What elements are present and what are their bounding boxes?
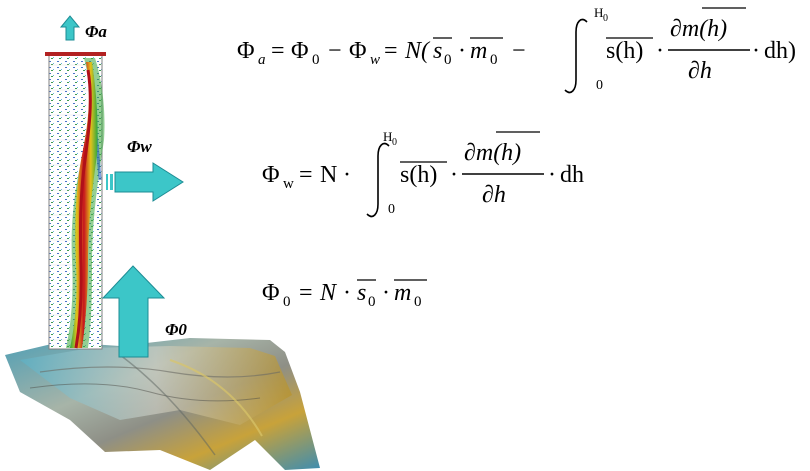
svg-text:0: 0: [596, 78, 603, 93]
svg-text:H: H: [594, 5, 603, 20]
right-arrow-icon: [106, 162, 184, 202]
svg-text:=: =: [299, 280, 313, 306]
svg-text:0: 0: [368, 294, 376, 310]
svg-text:0: 0: [490, 52, 498, 68]
svg-text:0: 0: [392, 137, 397, 148]
svg-text:s: s: [357, 280, 366, 306]
svg-text:·: ·: [548, 162, 556, 188]
svg-text:Φ: Φ: [262, 162, 280, 188]
svg-text:dh): dh): [764, 38, 796, 64]
svg-text:w: w: [283, 176, 294, 192]
equation-phi-a: Φ a = Φ 0 − Φ w = N( s 0 · m 0 − H 0 0 s…: [237, 5, 796, 94]
svg-text:dh: dh: [560, 162, 584, 188]
seabed-terrain: [5, 338, 320, 470]
equation-phi-0: Φ 0 = N · s 0 · m 0: [262, 279, 427, 310]
svg-text:m: m: [394, 280, 411, 306]
svg-text:·: ·: [343, 162, 351, 188]
svg-text:w: w: [370, 52, 380, 68]
svg-text:m: m: [470, 38, 487, 64]
svg-text:a: a: [258, 52, 266, 68]
svg-text:=: =: [299, 162, 313, 188]
equation-phi-w: Φ w = N · H 0 0 s(h) · ∂m(h) ∂h · dh: [262, 129, 584, 218]
phi-a-label: Φa: [85, 22, 107, 41]
svg-text:N: N: [319, 280, 338, 306]
svg-text:∂m(h): ∂m(h): [670, 16, 727, 42]
phi-w-label: Φw: [127, 137, 152, 156]
svg-text:·: ·: [450, 162, 458, 188]
svg-text:·: ·: [382, 280, 390, 306]
svg-text:0: 0: [603, 13, 608, 24]
svg-text:∂m(h): ∂m(h): [464, 140, 521, 166]
svg-text:∂h: ∂h: [482, 182, 506, 208]
svg-text:s(h): s(h): [400, 162, 437, 188]
svg-text:Φ: Φ: [262, 280, 280, 306]
svg-text:−: −: [512, 38, 526, 64]
up-arrow-icon: [101, 265, 166, 358]
svg-text:·: ·: [458, 38, 466, 64]
svg-text:0: 0: [312, 52, 320, 68]
svg-text:·: ·: [752, 38, 760, 64]
svg-text:∂h: ∂h: [688, 58, 712, 84]
svg-text:0: 0: [444, 52, 452, 68]
phi-0-label: Φ0: [165, 320, 187, 339]
up-arrow-icon: [59, 15, 81, 41]
svg-text:Φ: Φ: [237, 38, 255, 64]
svg-text:Φ: Φ: [349, 38, 367, 64]
svg-text:H: H: [383, 129, 392, 144]
echogram-column: [45, 52, 106, 350]
svg-text:N(: N(: [404, 38, 431, 64]
svg-text:·: ·: [656, 38, 664, 64]
svg-text:0: 0: [414, 294, 422, 310]
svg-text:s: s: [433, 38, 442, 64]
svg-text:−: −: [328, 38, 342, 64]
svg-text:0: 0: [388, 202, 395, 217]
svg-text:=: =: [271, 38, 285, 64]
svg-text:0: 0: [283, 294, 291, 310]
svg-text:N: N: [320, 162, 337, 188]
svg-text:Φ: Φ: [291, 38, 309, 64]
svg-text:s(h): s(h): [606, 38, 643, 64]
svg-text:·: ·: [343, 280, 351, 306]
svg-text:=: =: [384, 38, 398, 64]
